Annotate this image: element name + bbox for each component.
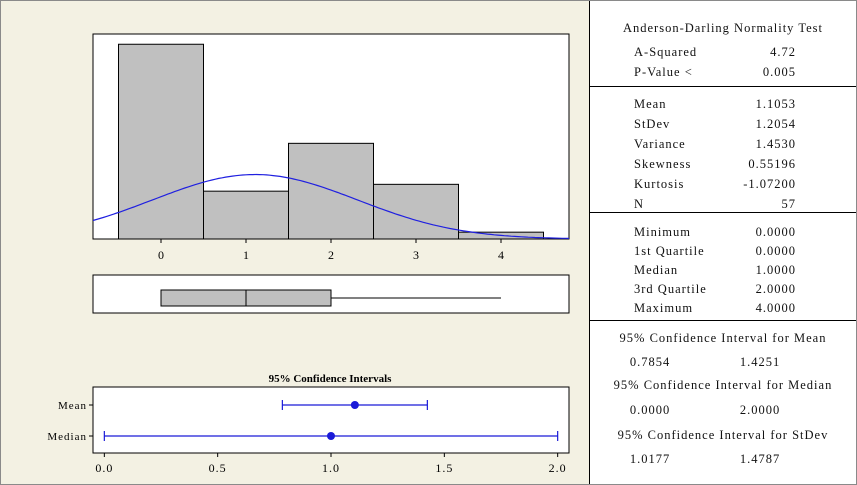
ci-axis-tick-label-4: 2.0 [549,461,567,475]
histogram-tick-label-1: 1 [243,248,249,262]
histogram-bar-0 [118,43,204,240]
ci-mean-low: 0.7854 [629,355,671,369]
histogram-tick-label-4: 4 [498,248,504,262]
stat-label-1st-quartile: 1st Quartile [634,244,705,258]
histogram-tick-label-2: 2 [328,248,334,262]
ci-stdev-title: 95% Confidence Interval for StDev [617,428,829,442]
statistics-panel: Anderson-Darling Normality Test A-Square… [590,1,856,484]
stat-value-kurtosis: -1.07200 [743,177,796,191]
stat-label-3rd-quartile: 3rd Quartile [634,282,707,296]
ci-point-median [327,432,335,440]
stat-value-1st-quartile: 0.0000 [755,244,796,258]
histogram-tick-label-3: 3 [413,248,419,262]
ci-median-low: 0.0000 [629,403,671,417]
histogram-tick-label-0: 0 [158,248,164,262]
stat-label-maximum: Maximum [634,301,694,315]
stat-value-3rd-quartile: 2.0000 [755,282,796,296]
stat-label-skewness: Skewness [634,157,692,171]
stat-value-median: 1.0000 [755,263,796,277]
ci-mean-high: 1.4251 [739,355,781,369]
ci-mean-title: 95% Confidence Interval for Mean [619,331,827,345]
stat-value-mean: 1.1053 [755,97,796,111]
ad-value-p-value: 0.005 [762,65,796,79]
chart-canvas: 0 1 2 3 4 95% Confidence Intervals Mean Media… [47,33,570,475]
quartiles-section: Minimum 0.0000 1st Quartile 0.0000 Media… [590,213,856,321]
ci-median-high: 2.0000 [739,403,781,417]
ci-axis-tick-label-2: 1.0 [322,461,340,475]
histogram-bar-3 [373,183,459,240]
normal-fit-curve [92,173,570,239]
ci-stdev-low: 1.0177 [629,452,671,466]
stat-label-variance: Variance [634,137,686,151]
stat-label-median: Median [634,263,679,277]
ci-row-label-mean: Mean [58,400,87,412]
ad-label-p-value: P-Value < [634,65,693,79]
histogram-bar-1 [203,190,289,240]
ci-axis-tick-label-1: 0.5 [209,461,227,475]
stat-value-n: 57 [781,197,796,211]
histogram-bar-2 [288,142,374,240]
stat-value-stdev: 1.2054 [755,117,796,131]
ad-title: Anderson-Darling Normality Test [622,21,823,35]
moments-section: Mean 1.1053 StDev 1.2054 Variance 1.4530… [590,87,856,213]
ci-plot-title: 95% Confidence Intervals [269,373,393,385]
ci-row-label-median: Median [47,431,87,443]
stat-value-maximum: 4.0000 [755,301,796,315]
ci-plot-frame [92,386,570,454]
ci-stdev-high: 1.4787 [739,452,781,466]
stat-label-minimum: Minimum [634,225,692,239]
ci-point-mean [350,401,359,409]
confidence-intervals-section: 95% Confidence Interval for Mean 0.7854 … [590,321,856,483]
stat-value-skewness: 0.55196 [748,157,796,171]
plots-panel: 0 1 2 3 4 95% Confidence Intervals Mean Media… [1,1,590,484]
ci-axis-tick-label-3: 1.5 [435,461,453,475]
anderson-darling-section: Anderson-Darling Normality Test A-Square… [590,1,856,87]
stat-value-variance: 1.4530 [755,137,796,151]
ad-label-a-squared: A-Squared [634,45,698,59]
stat-label-mean: Mean [634,97,667,111]
ci-median-title: 95% Confidence Interval for Median [613,378,833,392]
stat-label-kurtosis: Kurtosis [634,177,685,191]
stat-label-n: N [634,197,645,211]
stat-value-minimum: 0.0000 [755,225,796,239]
ci-axis-tick-label-0: 0.0 [95,461,113,475]
ad-value-a-squared: 4.72 [770,45,796,59]
stat-label-stdev: StDev [634,117,671,131]
